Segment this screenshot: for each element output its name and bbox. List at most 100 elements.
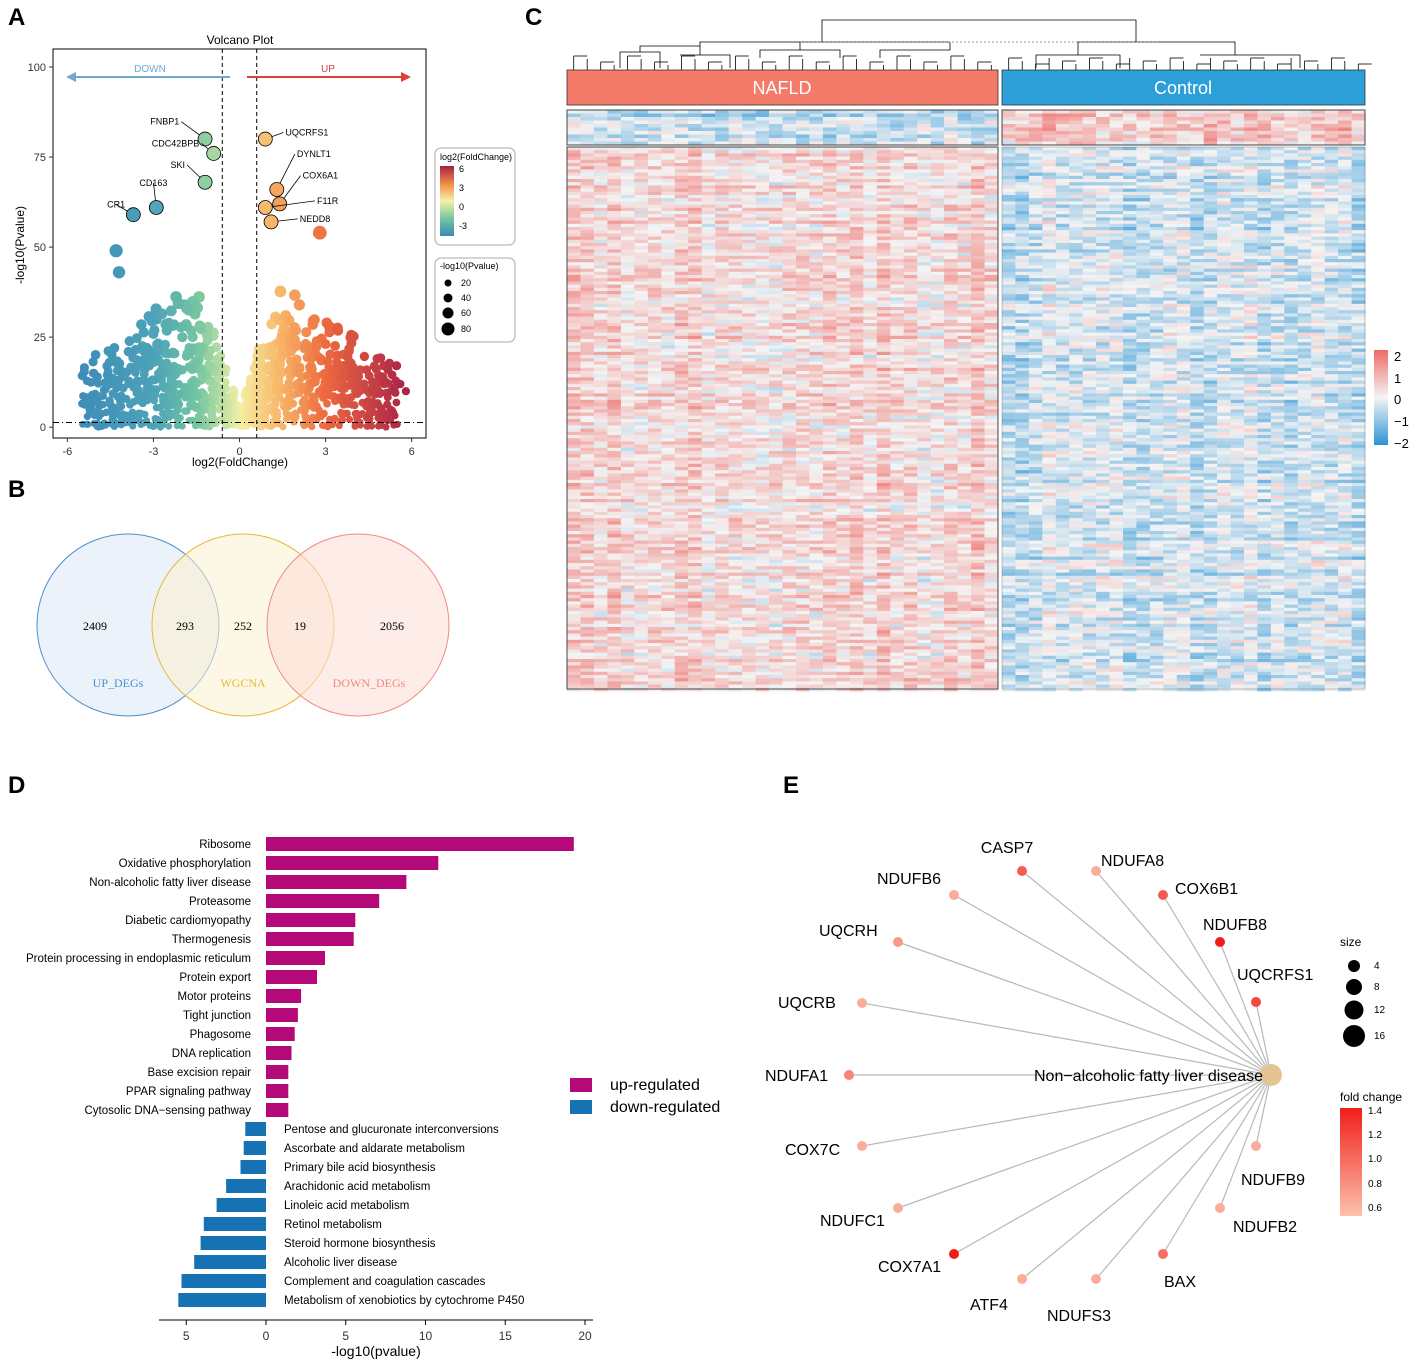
heatmap-cell — [1351, 131, 1366, 135]
heatmap-cell — [796, 150, 810, 154]
heatmap-cell — [728, 255, 743, 260]
heatmap-cell — [620, 284, 635, 289]
heatmap-cell — [849, 396, 864, 401]
heatmap-cell — [1069, 120, 1083, 125]
heatmap-cell — [944, 390, 958, 394]
heatmap-cell — [607, 159, 622, 164]
heatmap-cell — [782, 175, 797, 180]
heatmap-cell — [728, 278, 743, 282]
heatmap-cell — [688, 358, 703, 362]
heatmap-cell — [742, 291, 756, 295]
heatmap-cell — [796, 419, 810, 423]
heatmap-cell — [715, 265, 730, 269]
heatmap-cell — [567, 348, 581, 353]
heatmap-cell — [742, 110, 756, 114]
heatmap-cell — [715, 127, 730, 132]
heatmap-cell — [728, 422, 743, 426]
heatmap-cell — [701, 380, 716, 385]
heatmap-cell — [701, 316, 716, 321]
heatmap-cell — [593, 367, 608, 372]
heatmap-cell — [930, 393, 945, 397]
heatmap-cell — [647, 390, 662, 394]
heatmap-cell — [755, 198, 770, 202]
heatmap-cell — [930, 335, 945, 340]
heatmap-cell — [661, 406, 676, 410]
heatmap-cell — [782, 246, 797, 250]
heatmap-cell — [796, 383, 810, 388]
heatmap-cell — [634, 387, 649, 391]
heatmap-cell — [567, 326, 581, 330]
heatmap-cell — [647, 348, 662, 353]
heatmap-cell — [971, 390, 985, 394]
heatmap-cell — [809, 358, 824, 362]
heatmap-cell — [809, 307, 824, 311]
heatmap-cell — [1190, 131, 1204, 135]
heatmap-cell — [917, 281, 932, 285]
heatmap-cell — [944, 342, 958, 346]
heatmap-cell — [822, 313, 837, 317]
heatmap-cell — [634, 294, 649, 298]
heatmap-cell — [1284, 138, 1299, 142]
heatmap-cell — [863, 396, 878, 401]
heatmap-cell — [917, 303, 932, 308]
heatmap-cell — [661, 332, 676, 337]
heatmap-cell — [917, 399, 932, 404]
heatmap-cell — [580, 201, 595, 205]
heatmap-cell — [769, 339, 783, 343]
volcano-y-tick: 0 — [40, 422, 46, 434]
heatmap-cell — [836, 138, 851, 142]
heatmap-cell — [822, 185, 837, 189]
heatmap-cell — [769, 185, 783, 189]
heatmap-cell — [701, 415, 716, 420]
heatmap-cell — [796, 117, 810, 121]
heatmap-cell — [971, 131, 985, 135]
heatmap-cell — [580, 342, 595, 346]
heatmap-cell — [957, 268, 972, 273]
heatmap-cell — [580, 117, 595, 121]
heatmap-cell — [917, 230, 932, 234]
heatmap-cell — [1163, 113, 1178, 118]
heatmap-cell — [849, 249, 864, 253]
heatmap-cell — [688, 252, 703, 257]
heatmap-cell — [917, 188, 932, 193]
heatmap-cell — [1055, 127, 1070, 132]
heatmap-cell — [674, 275, 689, 279]
heatmap-cell — [957, 124, 972, 128]
heatmap-cell — [890, 265, 905, 269]
heatmap-cell — [755, 230, 770, 234]
heatmap-cell — [620, 351, 635, 356]
heatmap-cell — [701, 265, 716, 269]
heatmap-cell — [634, 297, 649, 301]
heatmap-cell — [930, 412, 945, 417]
heatmap-cell — [944, 332, 958, 337]
heatmap-cell — [971, 124, 985, 128]
heatmap-cell — [593, 409, 608, 413]
heatmap-cell — [984, 243, 999, 247]
heatmap-cell — [890, 188, 905, 193]
heatmap-cell — [742, 287, 756, 292]
volcano-point — [312, 225, 327, 240]
heatmap-cell — [674, 147, 689, 151]
heatmap-cell — [782, 182, 797, 186]
heatmap-cell — [701, 243, 716, 247]
volcano-point — [348, 331, 359, 342]
heatmap-cell — [769, 313, 783, 317]
heatmap-cell — [701, 249, 716, 253]
heatmap-cell — [984, 198, 999, 202]
heatmap-cell — [701, 220, 716, 225]
heatmap-cell — [647, 364, 662, 369]
heatmap-cell — [930, 281, 945, 285]
heatmap-cell — [701, 188, 716, 193]
heatmap-cell — [701, 364, 716, 369]
heatmap-cell — [957, 419, 972, 423]
heatmap-cell — [944, 233, 958, 237]
heatmap-cell — [607, 211, 622, 215]
volcano-point — [289, 399, 298, 408]
heatmap-cell — [890, 291, 905, 295]
volcano-title: Volcano Plot — [207, 33, 274, 47]
heatmap-cell — [836, 403, 851, 407]
heatmap-cell — [634, 175, 649, 180]
heatmap-cell — [688, 214, 703, 218]
heatmap-cell — [836, 287, 851, 292]
heatmap-cell — [674, 342, 689, 346]
